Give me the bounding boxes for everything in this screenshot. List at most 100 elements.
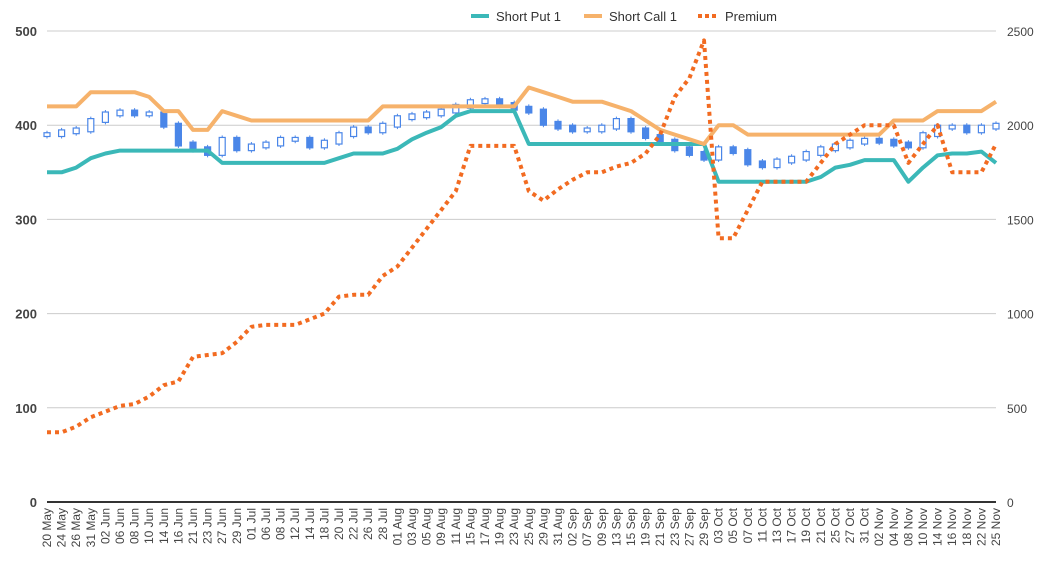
x-tick-label: 28 Jul <box>376 508 390 540</box>
candle-body <box>131 109 139 117</box>
y-tick-label: 0 <box>30 495 37 510</box>
x-tick-label: 21 Oct <box>814 507 828 543</box>
candle-body <box>481 98 489 105</box>
x-tick-label: 11 Oct <box>755 507 769 542</box>
y2-tick-label: 2500 <box>1007 25 1034 39</box>
legend: Short Put 1 Short Call 1 Premium <box>471 9 777 24</box>
candle-body <box>539 108 548 126</box>
x-tick-label: 17 Aug <box>478 508 492 545</box>
x-tick-label: 26 Jul <box>361 508 375 540</box>
x-tick-label: 01 Aug <box>390 508 404 545</box>
y-tick-label: 300 <box>15 212 37 227</box>
candle-body <box>714 146 723 161</box>
x-tick-label: 23 Jun <box>201 508 215 544</box>
x-tick-label: 09 Sep <box>595 508 609 546</box>
candle-body <box>525 105 533 114</box>
candle-body <box>802 150 810 161</box>
x-tick-label: 29 Sep <box>697 508 711 546</box>
x-tick-label: 03 Aug <box>405 508 419 545</box>
x-tick-label: 07 Sep <box>580 508 594 546</box>
x-tick-label: 27 Jun <box>215 508 229 544</box>
candle-body <box>291 136 299 142</box>
candle-body <box>890 138 898 147</box>
candle-body <box>174 122 182 147</box>
x-tick-label: 13 Sep <box>609 508 623 546</box>
candle-body <box>627 118 635 133</box>
candle-body <box>437 108 445 117</box>
x-tick-label: 26 May <box>69 508 83 547</box>
x-tick-label: 10 Jun <box>142 508 156 544</box>
y-tick-label: 200 <box>15 307 37 322</box>
x-tick-label: 14 Jul <box>303 508 317 540</box>
x-tick-label: 22 Nov <box>974 508 988 546</box>
series-line-short-put-1 <box>47 109 998 184</box>
candle-body <box>963 124 971 134</box>
legend-label-short-call: Short Call 1 <box>609 9 677 24</box>
legend-label-short-put: Short Put 1 <box>496 9 561 24</box>
candle-body <box>277 136 285 147</box>
candle-body <box>72 127 80 135</box>
candle-body <box>218 136 226 156</box>
x-tick-label: 04 Nov <box>887 508 901 546</box>
y2-tick-label: 0 <box>1007 496 1014 510</box>
x-tick-label: 23 Aug <box>507 508 521 545</box>
x-tick-label: 14 Jun <box>157 508 171 544</box>
x-tick-label: 25 Oct <box>828 507 842 543</box>
x-tick-label: 20 Jul <box>332 508 346 540</box>
x-tick-label: 17 Oct <box>785 507 799 543</box>
x-tick-label: 02 Nov <box>872 508 886 546</box>
candle-body <box>57 129 66 138</box>
x-tick-label: 18 Nov <box>960 508 974 546</box>
x-tick-label: 19 Aug <box>493 508 507 545</box>
candle-body <box>306 136 314 149</box>
x-tick-label: 27 Sep <box>682 508 696 546</box>
candle-body <box>116 109 124 117</box>
x-tick-label: 31 Oct <box>858 507 872 543</box>
candle-body <box>948 124 956 130</box>
y-tick-label: 500 <box>15 24 37 39</box>
x-tick-label: 25 Aug <box>522 508 536 545</box>
right-y-axis: 0 500 1000 1500 2000 2500 <box>1007 25 1034 510</box>
x-tick-label: 21 Jun <box>186 508 200 544</box>
candle-body <box>583 127 591 133</box>
x-tick-label: 08 Jul <box>274 508 288 540</box>
x-axis: 20 May 24 May 26 May 31 May 02 Jun 06 Jun 08 J… <box>40 501 1003 547</box>
candle-body <box>612 118 621 130</box>
x-tick-label: 16 Nov <box>945 508 959 546</box>
x-tick-label: 31 Aug <box>551 508 565 545</box>
y2-tick-label: 1500 <box>1007 213 1034 227</box>
y-tick-label: 100 <box>15 401 37 416</box>
x-tick-label: 13 Oct <box>770 507 784 543</box>
x-tick-label: 29 Jun <box>230 508 244 544</box>
candle-body <box>247 143 255 152</box>
x-tick-label: 23 Sep <box>668 508 682 546</box>
x-tick-label: 10 Nov <box>916 508 930 546</box>
x-tick-label: 06 Jul <box>259 508 273 540</box>
left-y-axis: 0 100 200 300 400 500 <box>15 24 37 510</box>
gridlines <box>47 30 996 503</box>
x-tick-label: 05 Oct <box>726 507 740 543</box>
x-tick-label: 14 Nov <box>931 508 945 546</box>
candle-body <box>598 124 606 133</box>
x-tick-label: 24 May <box>55 508 69 547</box>
series-line-short-call-1 <box>47 85 998 146</box>
y2-tick-label: 2000 <box>1007 119 1034 133</box>
candle-body <box>685 146 694 156</box>
candle-body <box>423 111 431 119</box>
x-tick-label: 01 Jul <box>244 508 258 540</box>
candle-body <box>393 115 401 128</box>
x-tick-label: 19 Oct <box>799 507 813 543</box>
x-tick-label: 16 Jun <box>171 508 185 544</box>
candle-body <box>335 132 343 145</box>
candle-body <box>568 124 577 133</box>
candle-body <box>379 122 387 134</box>
candle-body <box>744 149 752 166</box>
x-tick-label: 20 May <box>40 508 54 547</box>
candle-body <box>729 146 737 155</box>
x-tick-label: 07 Oct <box>741 507 755 543</box>
candle-body <box>875 137 883 144</box>
candle-body <box>860 137 869 145</box>
candle-body <box>773 158 781 169</box>
x-tick-label: 12 Jul <box>288 508 302 540</box>
x-tick-label: 05 Aug <box>420 508 434 545</box>
